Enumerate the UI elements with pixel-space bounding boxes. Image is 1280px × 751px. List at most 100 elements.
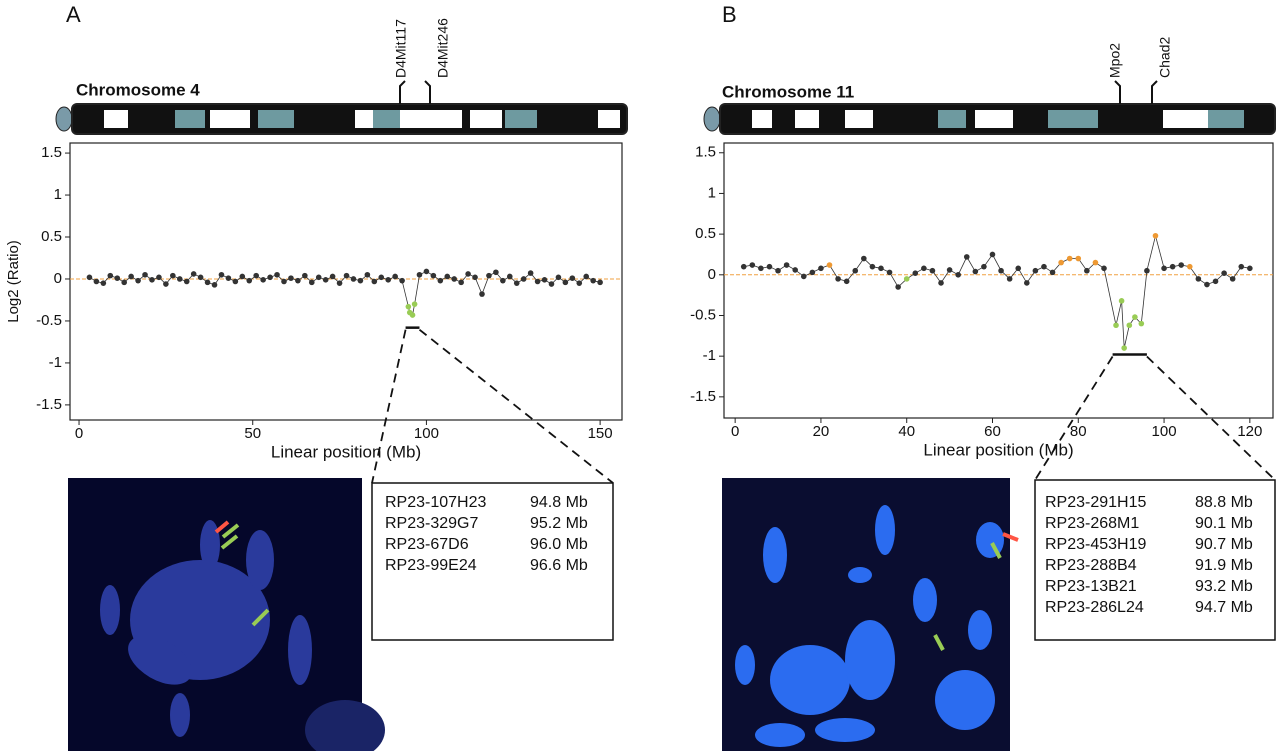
data-point xyxy=(929,267,936,274)
data-point xyxy=(843,278,850,285)
data-point xyxy=(121,279,127,286)
data-point xyxy=(1186,263,1193,270)
x-tick-label: 20 xyxy=(813,423,830,440)
data-point xyxy=(156,274,162,281)
data-point xyxy=(378,274,385,281)
clone-position: 93.2 Mb xyxy=(1195,578,1253,595)
data-point xyxy=(886,269,893,276)
data-point xyxy=(903,276,910,282)
data-point xyxy=(336,280,343,286)
data-point xyxy=(513,280,520,286)
y-tick-label: -1 xyxy=(703,347,716,364)
y-tick-label: -0.5 xyxy=(36,312,62,329)
data-point xyxy=(792,267,798,273)
data-point xyxy=(430,272,437,279)
y-axis-label: Log2 (Ratio) xyxy=(5,240,22,323)
clone-position: 90.7 Mb xyxy=(1195,536,1253,553)
clone-name: RP23-268M1 xyxy=(1045,515,1139,532)
data-point xyxy=(128,273,134,280)
clone-name: RP23-107H23 xyxy=(385,494,487,511)
data-point xyxy=(963,254,970,260)
y-tick-label: 1.5 xyxy=(695,144,716,161)
clone-name: RP23-99E24 xyxy=(385,557,477,574)
data-point xyxy=(1221,270,1227,276)
data-point xyxy=(423,268,430,275)
data-point xyxy=(163,281,169,287)
data-point xyxy=(800,273,807,280)
data-point xyxy=(590,277,596,284)
chromosome-label: Chromosome 11 xyxy=(722,82,854,101)
data-point xyxy=(583,273,590,280)
data-point xyxy=(835,276,841,282)
profile-line xyxy=(743,235,1250,349)
data-point xyxy=(895,284,901,290)
y-tick-label: -1.5 xyxy=(690,388,716,405)
data-point xyxy=(1024,280,1030,286)
data-point xyxy=(852,267,859,274)
data-point xyxy=(576,280,583,286)
x-tick-label: 80 xyxy=(1070,423,1087,440)
ideogram xyxy=(703,80,1276,135)
data-point xyxy=(218,271,225,278)
data-point xyxy=(520,276,527,282)
data-point xyxy=(938,280,944,286)
data-point xyxy=(527,270,534,276)
clone-name: RP23-453H19 xyxy=(1045,536,1147,553)
data-point xyxy=(315,274,322,281)
clone-name: RP23-13B21 xyxy=(1045,578,1137,595)
data-point xyxy=(1058,259,1064,266)
data-point xyxy=(302,272,308,279)
data-point xyxy=(998,267,1004,274)
data-point xyxy=(861,255,867,262)
y-tick-label: 0 xyxy=(708,266,716,283)
y-tick-label: 1.5 xyxy=(41,144,62,161)
data-point xyxy=(239,273,246,280)
data-point xyxy=(329,273,336,280)
clone-name: RP23-291H15 xyxy=(1045,494,1147,511)
data-point xyxy=(274,271,280,278)
data-point xyxy=(364,271,371,278)
clone-position: 96.6 Mb xyxy=(530,557,588,574)
x-tick-label: 0 xyxy=(731,423,739,440)
data-point xyxy=(569,275,576,281)
data-point xyxy=(740,263,747,270)
data-point xyxy=(86,274,93,281)
y-tick-label: 0.5 xyxy=(41,228,62,245)
data-point xyxy=(409,312,416,318)
x-tick-label: 40 xyxy=(898,423,915,440)
data-point xyxy=(1121,345,1127,351)
data-point xyxy=(204,279,211,286)
data-point xyxy=(826,262,833,268)
data-point xyxy=(322,277,329,283)
data-point xyxy=(458,279,464,286)
clone-position: 95.2 Mb xyxy=(530,515,588,532)
data-point xyxy=(981,263,987,270)
data-point xyxy=(246,277,253,284)
data-point xyxy=(946,267,953,273)
data-point xyxy=(1195,276,1202,282)
panel-letter: B xyxy=(722,2,737,27)
data-point xyxy=(1006,276,1013,282)
data-point xyxy=(183,278,190,285)
data-point xyxy=(749,262,756,268)
data-point xyxy=(308,279,315,286)
data-point xyxy=(1138,320,1145,327)
data-point xyxy=(405,303,412,310)
data-point xyxy=(176,276,183,282)
panel-letter: A xyxy=(66,2,81,27)
data-point xyxy=(1101,265,1107,272)
data-point xyxy=(1118,298,1125,304)
data-point xyxy=(267,274,273,281)
data-point xyxy=(1247,265,1253,272)
data-point xyxy=(921,265,927,272)
data-point xyxy=(142,271,148,278)
data-point xyxy=(534,278,541,285)
data-point xyxy=(548,281,555,287)
data-point xyxy=(93,278,100,285)
clone-position: 96.0 Mb xyxy=(530,536,588,553)
data-point xyxy=(232,278,239,285)
data-point xyxy=(506,273,513,280)
data-point xyxy=(281,278,287,285)
data-point xyxy=(775,267,781,274)
data-point xyxy=(472,274,478,281)
